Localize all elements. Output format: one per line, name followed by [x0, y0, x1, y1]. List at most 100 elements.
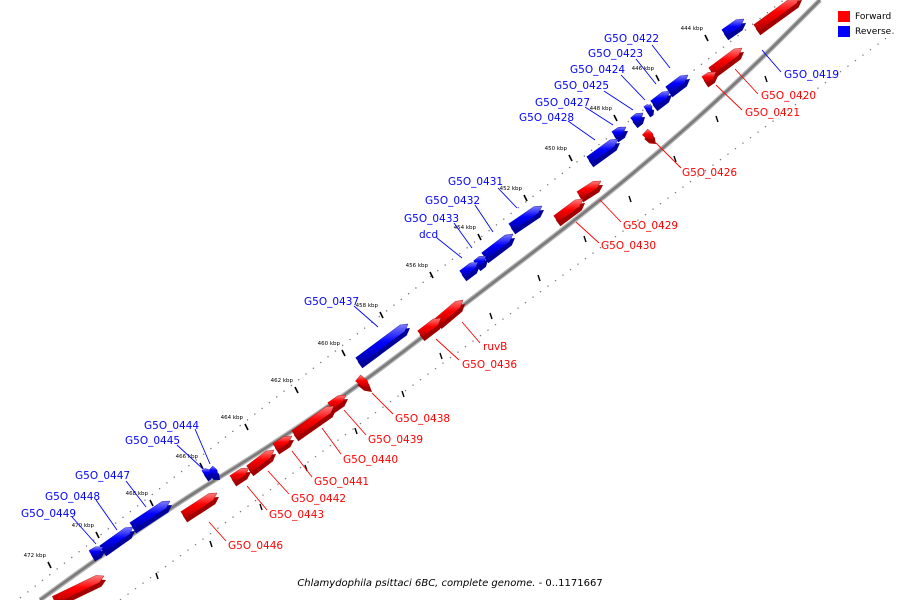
gene-g5o-0419-label: G5O_0419 — [784, 69, 839, 81]
gene-g5o-0429-arrow — [576, 180, 603, 203]
tick-mark-inner — [401, 390, 405, 398]
gene-g5o-0425-label: G5O_0425 — [554, 80, 609, 92]
gene-g5o-0449-leader — [71, 516, 97, 545]
tick-label: 472 kbp — [24, 553, 47, 559]
gene-g5o-0432-arrow-body — [481, 233, 514, 260]
tick-label: 450 kbp — [545, 146, 568, 152]
gene-g5o-0446-arrow-side — [182, 497, 219, 523]
tick-mark — [379, 311, 384, 319]
tick-label: 456 kbp — [406, 263, 429, 269]
gene-g5o-0439-label: G5O_0439 — [368, 434, 423, 446]
tick-label: 470 kbp — [72, 523, 95, 529]
tick-mark-inner — [209, 540, 213, 548]
legend-item-reverse: Reverse — [838, 24, 891, 39]
gene-g5o-0447-leader — [125, 480, 147, 508]
tick-label: 466 kbp — [176, 454, 199, 460]
gene-g5o-0442-arrow-body — [246, 449, 275, 473]
gene-g5o-0446-leader — [208, 521, 227, 542]
gene-g5o-0436-label: G5O_0436 — [462, 359, 517, 371]
gene-dcd-leader — [436, 237, 463, 259]
tick-mark-inner — [489, 312, 493, 320]
gene-g5o-0425-arrow-body — [630, 112, 644, 125]
gene-g5o-0422-leader — [651, 44, 671, 69]
gene-g5o-0446-label: G5O_0446 — [228, 540, 283, 552]
gene-g5o-0436-arrow-body — [417, 317, 442, 338]
tick-mark — [613, 114, 618, 122]
tick-label: 452 kbp — [500, 186, 523, 192]
gene-g5o-0426-arrow-body — [642, 128, 655, 141]
gene-g5o-0441-leader — [291, 450, 313, 478]
caption-range: - 0..1171667 — [535, 578, 603, 589]
gene-g5o-0422-arrow-side — [667, 79, 690, 98]
gene-g5o-0430-leader — [575, 221, 600, 244]
gene-g5o-0425-leader — [603, 90, 634, 111]
gene-g5o-0440-label: G5O_0440 — [343, 454, 398, 466]
tick-mark — [95, 531, 100, 539]
gene-g5o-0439-arrow — [327, 394, 348, 414]
gene-g5o-0419-arrow-body — [721, 18, 745, 37]
gene-g5o-0443-arrow — [229, 467, 251, 487]
gene-g5o-0436-arrow — [417, 317, 443, 342]
gene-g5o-0428-label: G5O_0428 — [519, 112, 574, 124]
gene-g5o-0429-arrow-body — [576, 180, 602, 199]
tick-mark — [429, 271, 434, 279]
gene-g5o-0445-arrow — [201, 468, 212, 482]
gene-g5o-0428-leader — [567, 120, 596, 141]
inner-dotted-guide — [119, 27, 900, 600]
gene-g5o-0420-label: G5O_0420 — [761, 90, 816, 102]
gene-g5o-0441-arrow-side — [274, 440, 294, 455]
gene-g5o-0430-arrow-body — [553, 198, 584, 223]
tick-label: 444 kbp — [681, 26, 704, 32]
gene-g5o-0441-arrow-body — [272, 435, 293, 451]
gene-g5o-0423-leader — [635, 58, 657, 85]
tick-mark — [341, 349, 346, 357]
gene-g5o-0442-leader — [267, 470, 290, 495]
gene-g5o-0427-label: G5O_0427 — [535, 97, 590, 109]
gene-g5o-0425-arrow — [630, 112, 645, 129]
gene-g5o-0447-arrow-body — [129, 500, 171, 530]
gene-edge-top-arrow-side — [755, 0, 802, 36]
tick-mark — [294, 386, 299, 394]
gene-g5o-0437-leader — [353, 305, 379, 328]
gene-g5o-0449-label: G5O_0449 — [21, 508, 76, 520]
tick-mark-inner — [583, 235, 587, 243]
gene-g5o-0447-arrow — [129, 500, 172, 534]
gene-g5o-0422-arrow — [665, 74, 690, 98]
gene-g5o-0431-arrow-body — [508, 205, 543, 231]
gene-g5o-0421-label: G5O_0421 — [745, 107, 800, 119]
gene-g5o-0432-arrow-side — [483, 238, 515, 264]
gene-dcd-arrow-body — [459, 261, 479, 278]
gene-g5o-0438-leader — [371, 392, 394, 415]
legend-swatch-forward — [838, 11, 850, 22]
gene-g5o-0437-label: G5O_0437 — [304, 296, 359, 308]
tick-mark — [47, 561, 52, 569]
gene-g5o-0430-label: G5O_0430 — [601, 240, 656, 252]
tick-mark — [477, 233, 482, 241]
gene-g5o-0440-leader — [321, 427, 342, 455]
gene-g5o-0443-arrow-side — [231, 472, 251, 487]
gene-g5o-0438-arrow — [355, 374, 372, 392]
gene-g5o-0422-label: G5O_0422 — [604, 33, 659, 45]
gene-g5o-0430-arrow — [553, 198, 585, 227]
gene-g5o-0438-arrow-body — [355, 374, 371, 389]
gene-g5o-0440-arrow — [291, 405, 336, 442]
gene-g5o-0443-arrow-body — [229, 467, 250, 483]
gene-g5o-0419-arrow-side — [723, 23, 746, 41]
caption-organism: Chlamydophila psittaci 6BC, complete gen… — [297, 578, 536, 589]
gene-g5o-0427-leader — [584, 106, 614, 126]
tick-mark-inner — [628, 195, 632, 203]
gene-g5o-0426-leader — [655, 142, 682, 169]
gene-g5o-0431-arrow — [508, 205, 544, 235]
gene-g5o-0428-arrow — [586, 138, 620, 168]
tick-mark — [655, 74, 660, 82]
tick-mark-inner — [155, 572, 159, 580]
gene-g5o-0428-arrow-body — [586, 138, 619, 164]
tick-mark-inner — [673, 155, 677, 163]
gene-g5o-0426-label: G5O_0426 — [682, 167, 737, 179]
gene-g5o-0441-arrow — [272, 435, 294, 455]
gene-g5o-0432-arrow — [481, 233, 515, 264]
gene-g5o-0449-arrow — [88, 546, 105, 562]
gene-g5o-0429-arrow-side — [578, 185, 603, 203]
tick-mark — [149, 499, 154, 507]
